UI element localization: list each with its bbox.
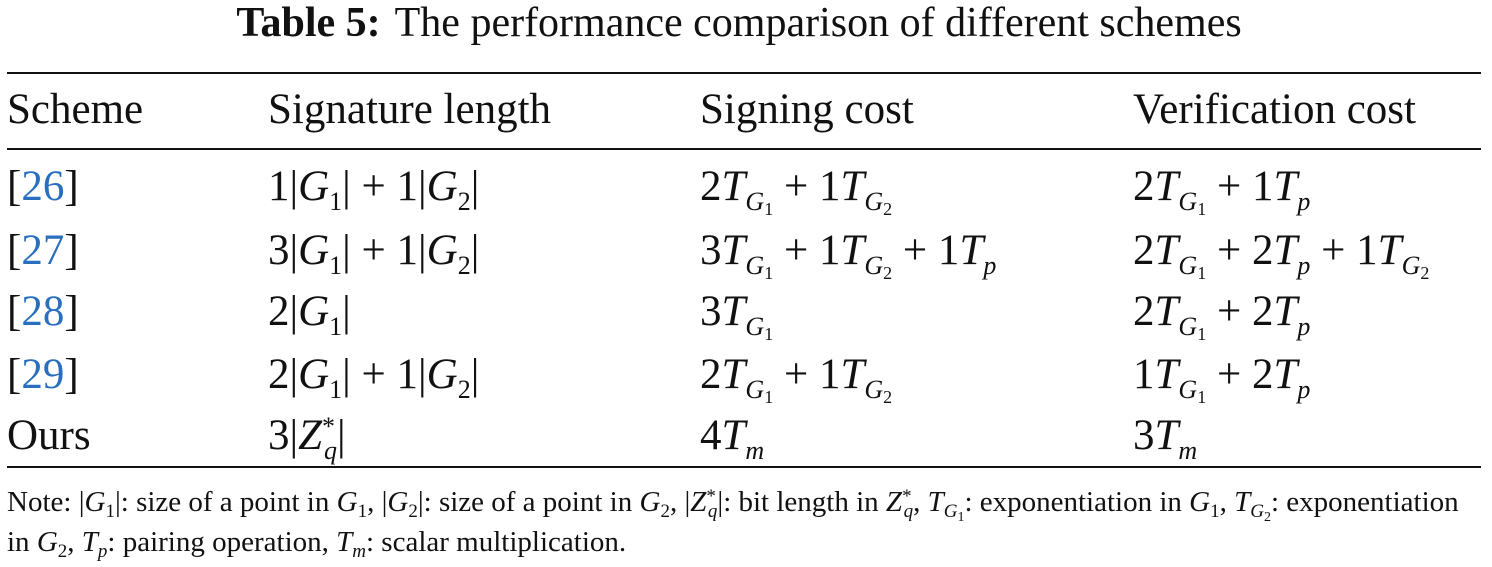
verification-cost-cell: 2TG1 + 1Tp [1133, 163, 1311, 219]
citation-link[interactable]: 28 [21, 288, 65, 335]
header-signing-cost: Signing cost [700, 86, 914, 133]
signature-length-cell: 1|G1| + 1|G2| [268, 163, 480, 216]
signature-length-cell: 3|G1| + 1|G2| [268, 227, 480, 280]
scheme-cell: [29] [7, 351, 79, 398]
citation-link[interactable]: 27 [21, 227, 65, 274]
citation-link[interactable]: 29 [21, 351, 65, 398]
header-rule [7, 148, 1481, 150]
signature-length-cell: 2|G1| [268, 288, 351, 341]
verification-cost-cell: 3Tm [1133, 412, 1198, 465]
verification-cost-cell: 2TG1 + 2Tp + 1TG2 [1133, 227, 1430, 283]
scheme-cell: [28] [7, 288, 79, 335]
header-verification-cost: Verification cost [1133, 86, 1416, 133]
header-signature-length: Signature length [268, 86, 552, 133]
signing-cost-cell: 2TG1 + 1TG2 [700, 163, 893, 219]
signing-cost-cell: 4Tm [700, 412, 765, 465]
signature-length-cell: 2|G1| + 1|G2| [268, 351, 480, 404]
header-scheme: Scheme [7, 86, 144, 133]
signing-cost-cell: 3TG1 + 1TG2 + 1Tp [700, 227, 997, 283]
table-note: Note: |G1|: size of a point in G1, |G2|:… [7, 486, 1459, 562]
verification-cost-cell: 2TG1 + 2Tp [1133, 288, 1311, 344]
top-rule [7, 72, 1481, 74]
table-title: The performance comparison of different … [394, 0, 1242, 46]
citation-link[interactable]: 26 [21, 163, 65, 210]
signing-cost-cell: 3TG1 [700, 288, 774, 344]
verification-cost-cell: 1TG1 + 2Tp [1133, 351, 1311, 407]
table-caption: Table 5: The performance comparison of di… [0, 0, 1478, 48]
signing-cost-cell: 2TG1 + 1TG2 [700, 351, 893, 407]
scheme-cell: Ours [7, 412, 91, 459]
note-label: Note: [7, 486, 72, 518]
table-label: Table 5: [236, 0, 381, 46]
bottom-rule [7, 466, 1481, 468]
scheme-cell: [26] [7, 163, 79, 210]
signature-length-cell: 3|Z*q| [268, 412, 346, 465]
scheme-cell: [27] [7, 227, 79, 274]
